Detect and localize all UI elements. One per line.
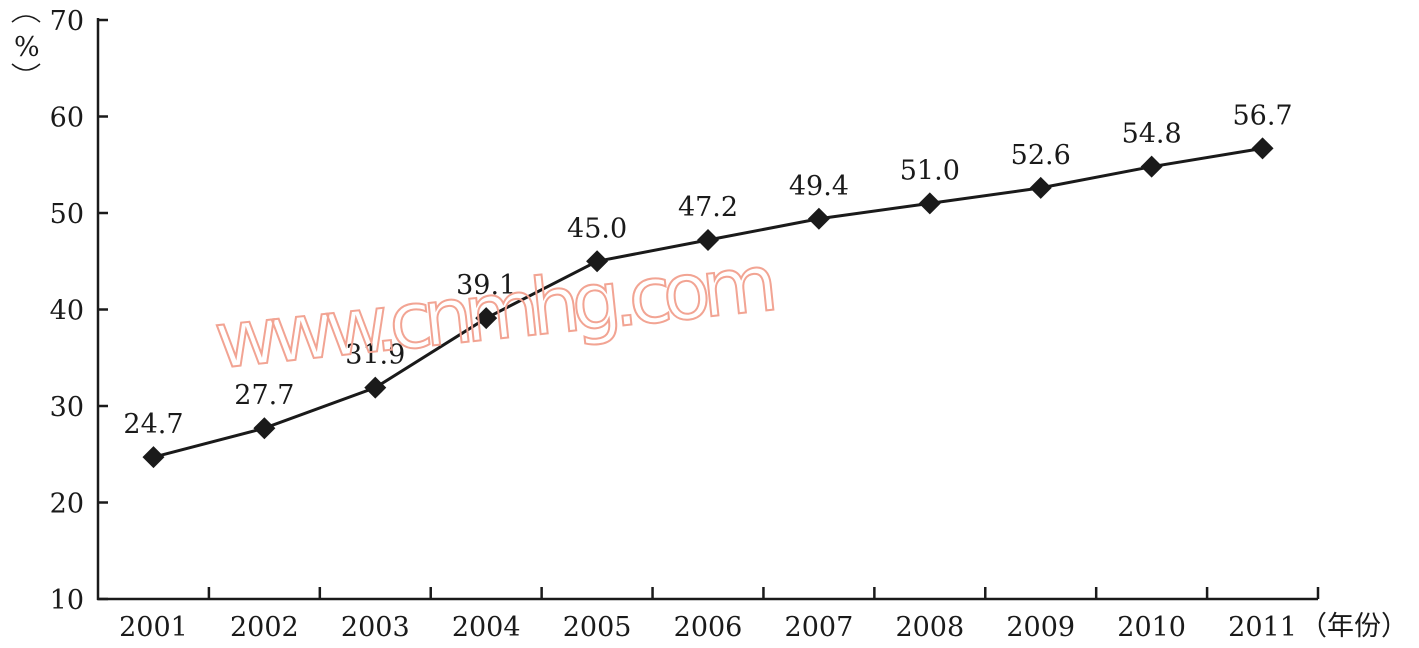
- x-tick-label: 2001: [119, 612, 188, 643]
- data-point-diamond: [697, 229, 719, 252]
- percent-sign: %: [14, 32, 40, 63]
- x-tick-label: 2008: [895, 612, 964, 643]
- y-tick-label: 40: [50, 296, 84, 327]
- watermark: www.cnmhg.com: [211, 238, 782, 387]
- x-tick-label: 2005: [563, 612, 632, 643]
- data-label: 24.7: [123, 409, 183, 440]
- x-tick-label: 2003: [341, 612, 410, 643]
- data-point-diamond: [918, 192, 941, 215]
- x-tick-label: 2011: [1228, 612, 1297, 643]
- data-label: 47.2: [678, 192, 738, 223]
- series-line: [142, 137, 1274, 469]
- data-point-diamond: [586, 250, 609, 273]
- x-axis-unit-label: （年份）: [1300, 611, 1408, 642]
- y-tick-label: 10: [50, 585, 84, 616]
- data-label: 49.4: [789, 171, 849, 202]
- data-label: 45.0: [567, 213, 627, 244]
- y-tick-label: 30: [50, 392, 84, 423]
- data-point-diamond: [364, 376, 387, 399]
- y-tick-label: 20: [50, 489, 84, 520]
- data-label: 39.1: [456, 270, 516, 301]
- y-tick-label: 60: [50, 103, 84, 134]
- x-ticks: 2001 2002 2003 2004 2005 2006 2007 2008 2009 2010…: [119, 587, 1320, 643]
- y-tick-label: 50: [50, 199, 84, 230]
- data-label: 54.8: [1122, 119, 1182, 150]
- x-tick-label: 2009: [1006, 612, 1075, 643]
- y-ticks: 10 20 30 40 50 60 70: [50, 6, 108, 616]
- x-tick-label: 2007: [785, 612, 854, 643]
- data-label: 51.0: [900, 155, 960, 186]
- data-label: 27.7: [234, 380, 294, 411]
- y-tick-label: 70: [50, 6, 84, 37]
- data-point-diamond: [475, 307, 498, 330]
- data-label: 52.6: [1011, 140, 1071, 171]
- x-tick-label: 2004: [452, 612, 521, 643]
- data-point-diamond: [253, 417, 276, 440]
- x-tick-label: 2010: [1117, 612, 1186, 643]
- data-point-diamond: [1251, 137, 1274, 160]
- data-point-diamond: [807, 207, 830, 230]
- data-point-diamond: [1140, 155, 1163, 178]
- data-label: 31.9: [345, 340, 405, 371]
- x-tick-label: 2006: [674, 612, 743, 643]
- x-tick-label: 2002: [230, 612, 299, 643]
- y-axis-unit-label: % （%）: [11, 15, 41, 71]
- data-label: 56.7: [1232, 100, 1292, 131]
- data-labels: 24.7 27.7 31.9 39.1 45.0 47.2 49.4 51.0 52.6 54.8…: [123, 100, 1292, 440]
- data-point-diamond: [1029, 176, 1052, 199]
- data-point-diamond: [142, 446, 165, 469]
